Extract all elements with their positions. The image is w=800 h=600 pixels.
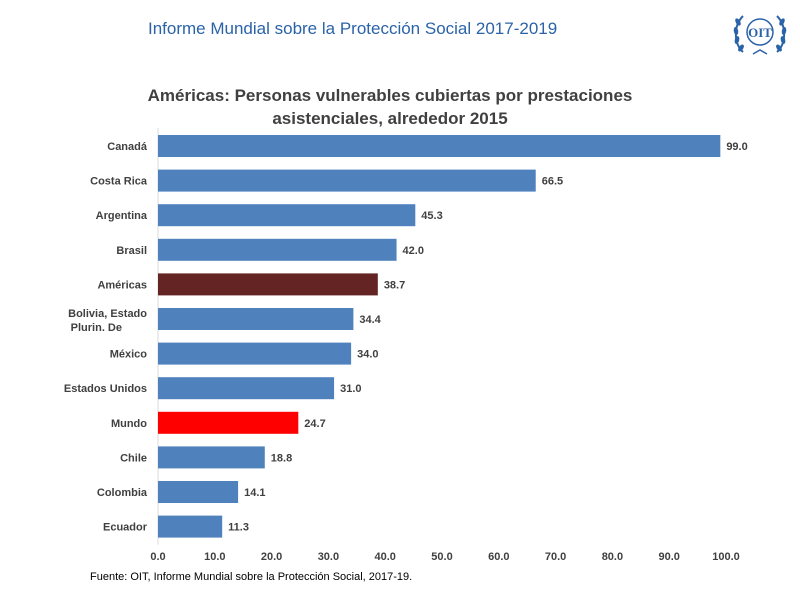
- x-tick-label-10: 100.0: [712, 551, 740, 563]
- x-tick-label-3: 30.0: [318, 551, 339, 563]
- category-label-4: Américas: [97, 279, 147, 291]
- value-label-3: 42.0: [403, 245, 424, 257]
- report-title: Informe Mundial sobre la Protección Soci…: [148, 19, 558, 38]
- x-tick-label-1: 10.0: [204, 551, 225, 563]
- category-label-0: Canadá: [107, 141, 148, 153]
- ilo-logo-leaves-icon: [733, 18, 787, 52]
- bar-10: [158, 481, 239, 503]
- category-label-6: México: [110, 349, 148, 361]
- bar-2: [158, 204, 416, 227]
- ilo-logo-text: OIT: [748, 25, 772, 40]
- value-label-1: 66.5: [542, 176, 563, 188]
- x-tick-label-7: 70.0: [545, 551, 566, 563]
- bar-5: [158, 308, 354, 330]
- chart-title-line-1: Américas: Personas vulnerables cubiertas…: [147, 86, 633, 105]
- category-label-10: Colombia: [97, 487, 148, 499]
- ilo-logo-circle: [746, 18, 774, 46]
- category-label-11: Ecuador: [103, 522, 148, 534]
- x-tick-label-2: 20.0: [261, 551, 282, 563]
- value-label-4: 38.7: [384, 279, 405, 291]
- value-label-7: 31.0: [340, 383, 361, 395]
- value-label-8: 24.7: [304, 418, 325, 430]
- bar-0: [158, 135, 721, 157]
- value-label-6: 34.0: [357, 349, 378, 361]
- value-label-0: 99.0: [726, 141, 747, 153]
- x-tick-label-8: 80.0: [602, 551, 623, 563]
- bar-6: [158, 342, 352, 365]
- source-note: Fuente: OIT, Informe Mundial sobre la Pr…: [90, 571, 413, 583]
- x-tick-label-5: 50.0: [431, 551, 452, 563]
- x-tick-label-0: 0.0: [150, 551, 165, 563]
- x-tick-label-4: 40.0: [374, 551, 395, 563]
- category-label-2: Argentina: [96, 210, 148, 222]
- value-label-11: 11.3: [228, 522, 249, 534]
- bar-3: [158, 238, 397, 261]
- ilo-logo: OIT: [733, 15, 787, 55]
- bar-7: [158, 377, 335, 400]
- chart-title: Américas: Personas vulnerables cubiertas…: [100, 84, 680, 130]
- value-label-9: 18.8: [271, 452, 292, 464]
- x-tick-label-6: 60.0: [488, 551, 509, 563]
- bar-9: [158, 446, 265, 469]
- category-label-1: Costa Rica: [90, 176, 148, 188]
- value-label-5: 34.4: [359, 314, 381, 326]
- bar-8: [158, 411, 299, 434]
- category-label-8: Mundo: [111, 418, 147, 430]
- category-label-9: Chile: [120, 452, 147, 464]
- value-label-2: 45.3: [421, 210, 442, 222]
- bar-1: [158, 169, 536, 192]
- category-label-3: Brasil: [116, 245, 147, 257]
- chart-title-line-2: asistenciales, alrededor 2015: [272, 109, 508, 128]
- x-tick-label-9: 90.0: [658, 551, 679, 563]
- category-label-7: Estados Unidos: [64, 383, 147, 395]
- bar-11: [158, 515, 223, 538]
- category-label-5: Bolivia, Estado Plurin. De: [68, 308, 147, 334]
- bar-4: [158, 273, 378, 296]
- value-label-10: 14.1: [244, 487, 265, 499]
